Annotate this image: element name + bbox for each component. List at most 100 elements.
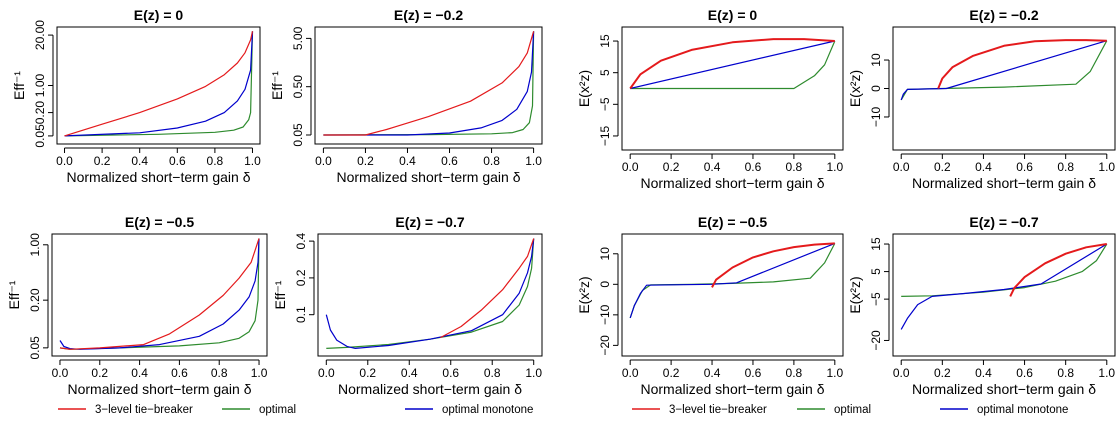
y-axis-label: E(x²z) <box>847 276 863 313</box>
x-tick-label: 0.8 <box>211 366 228 380</box>
x-tick-label: 0.8 <box>1057 160 1074 174</box>
y-tick-label: 15 <box>598 34 612 48</box>
x-tick-label: 0.6 <box>1016 160 1033 174</box>
y-tick-label: 0.05 <box>28 336 42 360</box>
y-tick-label: 1.00 <box>33 73 47 97</box>
x-axis-label: Normalized short−term gain δ <box>66 169 250 185</box>
panel-title: E(z) = −0.5 <box>698 214 767 230</box>
x-tick-label: 0.4 <box>704 160 721 174</box>
y-tick-label: 0 <box>598 281 612 288</box>
y-tick-label: −10 <box>598 304 612 325</box>
panel-title: E(z) = −0.5 <box>125 214 194 230</box>
y-tick-label: 5 <box>598 69 612 76</box>
x-tick-label: 0.6 <box>169 154 186 168</box>
x-tick-label: 0.2 <box>357 154 374 168</box>
y-tick-label: −5 <box>869 292 883 306</box>
y-tick-label: 0.05 <box>291 123 305 147</box>
legend-2: 3−level tie−breaker optimal optimal monoto… <box>632 404 1068 416</box>
legend-label: optimal <box>834 404 871 416</box>
y-tick-label: 10 <box>869 53 883 67</box>
series-line--level-tie-breaker <box>711 242 835 288</box>
x-tick-label: 0.4 <box>975 160 992 174</box>
plot-frame <box>317 233 543 357</box>
x-tick-label: 1.0 <box>826 160 843 174</box>
x-tick-label: 0.4 <box>401 366 418 380</box>
x-tick-label: 0.4 <box>131 154 148 168</box>
x-tick-label: 0.8 <box>786 160 803 174</box>
y-tick-label: 0 <box>869 85 883 92</box>
x-tick-label: 0.6 <box>171 366 188 380</box>
y-tick-label: 5 <box>869 268 883 275</box>
x-tick-label: 0.4 <box>975 366 992 380</box>
x-tick-label: 1.0 <box>826 366 843 380</box>
plot-frame <box>621 233 844 357</box>
panel-6: E(z) = −0.7 0.0 0.2 0.4 0.6 0.8 1.0Normalized … <box>272 214 543 397</box>
x-tick-label: 0.8 <box>484 366 501 380</box>
x-tick-label: 0.2 <box>94 154 111 168</box>
legend-label: optimal <box>259 404 296 416</box>
y-tick-label: −5 <box>598 97 612 111</box>
y-tick-label: −20 <box>869 330 883 351</box>
y-tick-label: 0.4 <box>294 232 308 249</box>
x-axis-label: Normalized short−term gain δ <box>640 175 824 191</box>
x-tick-label: 0.0 <box>893 160 910 174</box>
y-tick-label: 10 <box>598 247 612 261</box>
x-axis-label: Normalized short−term gain δ <box>912 381 1096 397</box>
x-tick-label: 1.0 <box>1098 366 1115 380</box>
y-tick-label: −20 <box>598 335 612 356</box>
plot-frame <box>51 233 268 357</box>
y-axis-label: Eff⁻¹ <box>6 280 22 309</box>
x-tick-label: 0.6 <box>745 366 762 380</box>
series-line-optimal <box>630 40 836 90</box>
series-line-optimal-monotone <box>900 40 1107 101</box>
series-line--level-tie-breaker <box>937 39 1107 89</box>
y-tick-label: 0.05 <box>33 124 47 148</box>
y-axis-label: Eff⁻¹ <box>269 71 285 100</box>
series-line-optimal <box>59 238 260 350</box>
y-tick-label: 5.00 <box>291 26 305 50</box>
x-axis-label: Normalized short−term gain δ <box>67 381 251 397</box>
legend-label: optimal monotone <box>977 404 1068 416</box>
series-line--level-tie-breaker <box>629 38 835 90</box>
series-line--level-tie-breaker <box>323 31 535 136</box>
x-tick-label: 0.0 <box>318 366 335 380</box>
y-tick-label: 0.20 <box>28 288 42 312</box>
series-line--level-tie-breaker <box>64 31 254 137</box>
x-tick-label: 0.4 <box>131 366 148 380</box>
y-tick-label: 20.00 <box>33 20 47 50</box>
y-tick-label: 0.2 <box>294 269 308 286</box>
x-tick-label: 0.8 <box>786 366 803 380</box>
series-line-optimal <box>64 31 254 137</box>
y-axis-label: Eff⁻¹ <box>272 280 288 309</box>
panel-5: E(z) = −0.5 0.0 0.2 0.4 0.6 0.8 1.0Normalized … <box>6 214 268 397</box>
x-tick-label: 0.6 <box>442 366 459 380</box>
series-line-optimal <box>326 238 535 349</box>
series-line-optimal-monotone <box>323 31 535 136</box>
x-tick-label: 0.6 <box>745 160 762 174</box>
x-tick-label: 0.0 <box>56 154 73 168</box>
x-tick-label: 0.2 <box>934 160 951 174</box>
panel-7: E(z) = −0.5 0.0 0.2 0.4 0.6 0.8 1.0Normalized … <box>576 214 844 397</box>
x-tick-label: 1.0 <box>525 366 542 380</box>
x-tick-label: 1.0 <box>251 366 268 380</box>
x-axis-label: Normalized short−term gain δ <box>912 175 1096 191</box>
y-axis-label: E(x²z) <box>576 70 592 107</box>
series-line-optimal-monotone <box>629 242 836 319</box>
legend-label: 3−level tie−breaker <box>95 404 193 416</box>
x-tick-label: 0.0 <box>893 366 910 380</box>
y-tick-label: −15 <box>598 125 612 146</box>
x-tick-label: 0.0 <box>52 366 69 380</box>
legend-1: 3−level tie−breaker optimal optimal monoto… <box>58 404 533 416</box>
y-tick-label: −10 <box>869 106 883 127</box>
plot-frame <box>56 26 261 145</box>
x-tick-label: 1.0 <box>1098 160 1115 174</box>
x-tick-label: 0.8 <box>483 154 500 168</box>
x-tick-label: 1.0 <box>525 154 542 168</box>
series-line-optimal-monotone <box>59 238 260 350</box>
legend-label: optimal monotone <box>442 404 533 416</box>
panel-title: E(z) = 0 <box>134 7 184 23</box>
x-tick-label: 0.6 <box>1016 366 1033 380</box>
x-tick-label: 0.8 <box>207 154 224 168</box>
